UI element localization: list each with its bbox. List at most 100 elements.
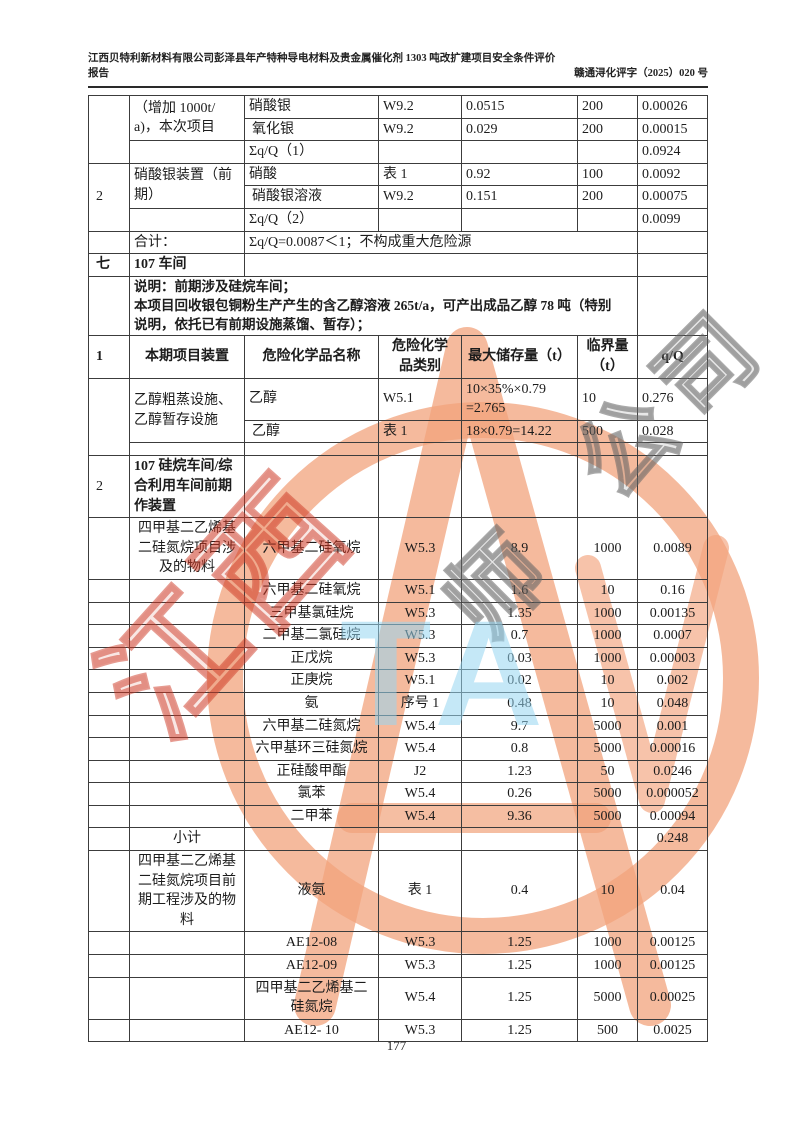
table-cell <box>129 646 245 671</box>
table-cell: 0.00015 <box>637 117 708 142</box>
table-cell <box>461 442 578 457</box>
table-cell: 0.151 <box>461 185 578 209</box>
table-cell <box>244 253 638 277</box>
table-cell: W5.3 <box>378 954 462 978</box>
table-cell <box>88 737 130 761</box>
table-cell: q/Q <box>637 335 708 379</box>
table-cell: 0.00075 <box>637 185 708 209</box>
table-cell <box>88 669 130 693</box>
table-cell: 四甲基二乙烯基二硅氮烷 <box>244 976 379 1020</box>
table-cell: 0.0092 <box>637 162 708 187</box>
table-cell <box>88 759 130 784</box>
table-cell: 0.248 <box>637 827 708 852</box>
table-cell: 10 <box>577 850 638 933</box>
table-cell <box>88 377 130 457</box>
table-cell: 107 硅烷车间/综合利用车间前期作装置 <box>129 455 245 519</box>
table-cell: 0.000052 <box>637 782 708 806</box>
table-cell <box>129 782 245 806</box>
table-cell <box>378 827 462 852</box>
table-cell: 200 <box>577 95 638 119</box>
table-cell <box>637 455 708 519</box>
table-row: 四甲基二乙烯基二硅氮烷项目前期工程涉及的物料 液氨表 1 0.4 10 0.04 <box>88 850 708 933</box>
table-cell <box>577 827 638 852</box>
table-cell: 危险化学 品类别 <box>378 335 462 379</box>
table-cell: 合计： <box>129 230 245 255</box>
table-cell <box>88 646 130 671</box>
table-cell <box>461 455 578 519</box>
table-cell: 1.6 <box>461 578 578 603</box>
table-cell: W5.4 <box>378 804 462 829</box>
table-cell <box>129 804 245 829</box>
table-wrap: （增加 1000t/a)，本次项目 硝酸银 W9.2 0.0515 200 0.00026… <box>88 94 708 1043</box>
table-cell: 1000 <box>577 624 638 648</box>
table-cell: 正硅酸甲酯 <box>244 759 379 784</box>
table-cell: 表 1 <box>378 162 462 187</box>
table-cell: 表 1 <box>378 419 462 444</box>
table-cell: 5000 <box>577 804 638 829</box>
table-cell: 表 1 <box>378 850 462 933</box>
table-cell: 9.7 <box>461 714 578 739</box>
table-cell: 5000 <box>577 782 638 806</box>
table-cell <box>129 669 245 693</box>
table-cell <box>129 691 245 716</box>
table-cell: 本期项目装置 <box>129 335 245 379</box>
table-cell: 1.25 <box>461 931 578 956</box>
table-cell: 10 <box>577 377 638 421</box>
table-cell: 1000 <box>577 646 638 671</box>
table-cell: 107 车间 <box>129 253 245 277</box>
table-cell: 七 <box>88 253 130 277</box>
table-cell <box>129 714 245 739</box>
table-cell: 0.0089 <box>637 517 708 580</box>
table-cell <box>88 95 130 164</box>
table-cell: 5000 <box>577 737 638 761</box>
table-cell: 1000 <box>577 931 638 956</box>
table-row: 四甲基二乙烯基二硅氮烷项目涉及的物料 六甲基二硅氧烷 W5.3 8.9 1000 0.00… <box>88 517 708 580</box>
table-cell: 500 <box>577 419 638 444</box>
table-row: 1 本期项目装置 危险化学品名称 危险化学 品类别 最大储存量（t） 临界量 （t） q/Q <box>88 335 708 379</box>
table-cell <box>577 455 638 519</box>
table-cell <box>637 230 708 255</box>
table-cell: 0.02 <box>461 669 578 693</box>
table-cell: 0.0007 <box>637 624 708 648</box>
table-cell: 0.00125 <box>637 931 708 956</box>
table-cell: 1.23 <box>461 759 578 784</box>
table-cell <box>637 442 708 457</box>
table-cell: 9.36 <box>461 804 578 829</box>
table-row: 说明：前期涉及硅烷车间； 本项目回收银包铜粉生产产生的含乙醇溶液 265t/a，… <box>88 275 708 337</box>
table-cell <box>378 442 462 457</box>
table-cell: 0.00025 <box>637 976 708 1020</box>
table-cell: 序号 1 <box>378 691 462 716</box>
table-cell: W5.3 <box>378 624 462 648</box>
table-cell: 乙醇 <box>244 377 379 421</box>
table-row: 三甲基氯硅烷 W5.3 1.35 1000 0.00135 <box>88 601 708 626</box>
table-cell: 0.8 <box>461 737 578 761</box>
hazard-table-body: （增加 1000t/a)，本次项目 硝酸银 W9.2 0.0515 200 0.00026… <box>88 94 708 1043</box>
table-row: 小计 0.248 <box>88 827 708 852</box>
table-cell <box>244 442 379 457</box>
table-cell: 乙醇 <box>244 419 379 444</box>
table-cell: W5.1 <box>378 578 462 603</box>
table-cell <box>88 850 130 933</box>
table-cell: W9.2 <box>378 95 462 119</box>
table-cell: 0.0924 <box>637 140 708 164</box>
table-row: Σq/Q（1） 0.0924 <box>89 140 708 164</box>
table-cell: 说明：前期涉及硅烷车间； 本项目回收银包铜粉生产产生的含乙醇溶液 265t/a，… <box>129 275 638 337</box>
table-cell <box>129 624 245 648</box>
table-cell: 200 <box>577 117 638 142</box>
table-cell <box>577 140 638 164</box>
table-cell: 六甲基环三硅氮烷 <box>244 737 379 761</box>
table-row: 氨序号 1 0.48 10 0.048 <box>88 691 708 716</box>
table-row: 正硅酸甲酯 J2 1.23 50 0.0246 <box>88 759 708 784</box>
table-cell <box>461 140 578 164</box>
table-row: 2 硝酸银装置（前期） 硝酸表 1 0.92 100 0.0092 <box>88 162 708 232</box>
table-cell: W5.1 <box>378 669 462 693</box>
table-cell: J2 <box>378 759 462 784</box>
table-cell <box>378 455 462 519</box>
page-header: 江西贝特利新材料有限公司彭泽县年产特种导电材料及贵金属催化剂 1303 吨改扩建… <box>88 50 708 88</box>
table-cell: 六甲基二硅氧烷 <box>244 517 379 580</box>
table-cell <box>88 931 130 956</box>
table-cell <box>378 207 462 232</box>
table-cell: 100 <box>577 162 638 187</box>
table-cell <box>129 601 245 626</box>
table-cell: 0.00016 <box>637 737 708 761</box>
